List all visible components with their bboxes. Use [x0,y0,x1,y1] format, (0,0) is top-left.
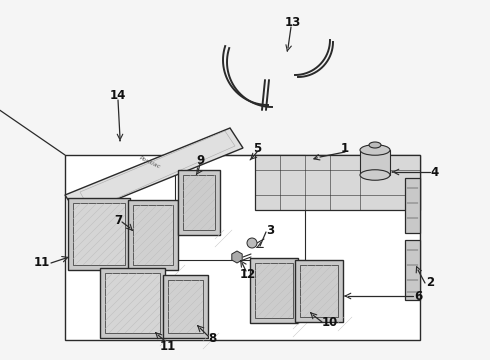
Bar [405,178,420,233]
Bar [73,203,125,265]
Text: 8: 8 [208,332,216,345]
Text: 2: 2 [426,276,434,289]
Bar [105,273,160,333]
Text: 14: 14 [110,89,126,102]
Ellipse shape [360,170,390,180]
Bar [65,155,420,340]
Text: 12: 12 [240,269,256,282]
Bar [255,155,420,210]
Text: 1: 1 [341,141,349,154]
Bar [68,198,130,270]
Bar [183,175,215,230]
Bar [168,280,203,333]
Bar [178,170,220,235]
Bar [128,200,178,270]
Bar [250,258,298,323]
Text: 7: 7 [114,213,122,226]
Text: 11: 11 [34,256,50,270]
Bar [163,275,208,338]
Polygon shape [65,128,243,215]
Text: 5: 5 [253,141,261,154]
Ellipse shape [369,142,381,148]
Bar [300,265,338,317]
Text: 11: 11 [160,339,176,352]
Text: 10: 10 [322,316,338,329]
Text: 3: 3 [266,224,274,237]
Ellipse shape [360,145,390,155]
Text: 13: 13 [285,15,301,28]
Circle shape [247,238,257,248]
Bar [255,263,293,318]
Text: Pontiac: Pontiac [139,156,162,170]
Bar [295,260,343,322]
Polygon shape [232,251,242,263]
Text: 4: 4 [431,166,439,179]
Bar [100,268,165,338]
Text: 9: 9 [196,153,204,166]
Bar [360,150,390,175]
Bar [175,155,305,260]
Bar [133,205,173,265]
Text: 6: 6 [414,289,422,302]
Bar [405,240,420,300]
